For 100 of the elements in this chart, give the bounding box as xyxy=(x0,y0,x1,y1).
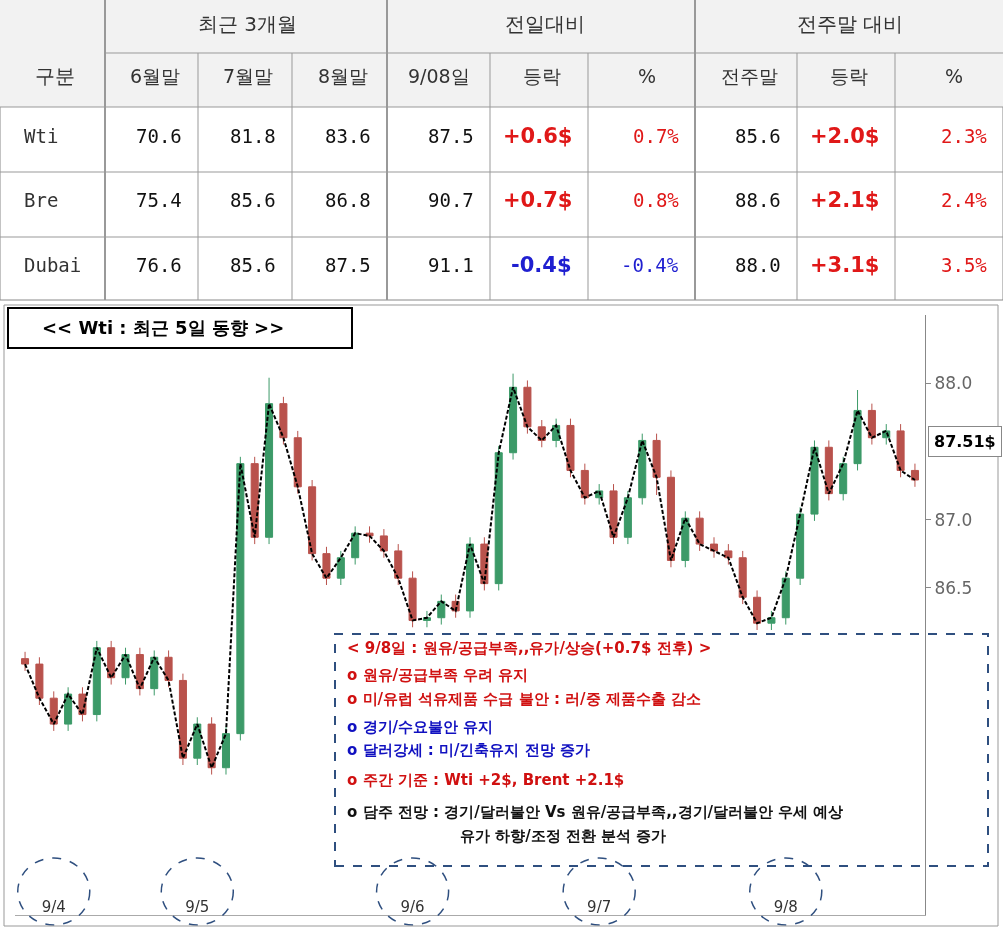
text: 87.5 xyxy=(428,125,474,147)
candlestick xyxy=(494,445,503,591)
candlestick xyxy=(379,528,388,559)
category-label: 9/08일 xyxy=(408,65,470,87)
category-label: Bre xyxy=(24,189,59,211)
annotation: o 원유/공급부족 우려 유지 xyxy=(347,666,529,684)
text: 구분 xyxy=(35,64,75,88)
text: 83.6 xyxy=(325,125,371,147)
candlestick xyxy=(207,716,216,776)
candlestick xyxy=(509,373,518,461)
candlestick xyxy=(523,379,532,435)
candlestick xyxy=(724,543,733,566)
category-label: 등락 xyxy=(830,65,868,87)
candlestick xyxy=(351,525,360,566)
candlestick xyxy=(767,610,776,631)
candlestick xyxy=(21,651,30,672)
candlestick xyxy=(265,377,274,545)
candlestick xyxy=(394,543,403,586)
text: 85.6 xyxy=(230,254,276,276)
annotation: o 담주 전망 : 경기/달러불안 Vs 원유/공급부족,,경기/달러불안 우세 예상 xyxy=(347,803,844,821)
category-label: Dubai xyxy=(24,254,82,276)
category-label: 전주말 xyxy=(721,65,778,87)
text: +0.7$ xyxy=(503,188,573,212)
text: 87.51$ xyxy=(934,432,996,451)
candlestick xyxy=(178,673,187,766)
chart-title: << Wti : 최근 5일 동향 >> xyxy=(42,317,285,338)
candlestick xyxy=(408,570,417,628)
candlestick xyxy=(193,716,202,766)
candlestick xyxy=(221,726,231,776)
text: 최근 3개월 xyxy=(198,12,298,36)
candlestick xyxy=(910,463,919,488)
text: 70.6 xyxy=(136,125,182,147)
candlestick xyxy=(92,640,101,722)
candlestick xyxy=(566,418,575,478)
text: -0.4% xyxy=(621,254,679,276)
category-label: Wti xyxy=(24,125,59,147)
candlestick xyxy=(135,647,144,696)
text: 0.7% xyxy=(633,125,679,147)
text: +2.1$ xyxy=(810,188,880,212)
y-tick-label: 88.0 xyxy=(934,373,973,394)
category-label: 7월말 xyxy=(223,65,274,87)
candlestick xyxy=(781,570,790,626)
annotation: 유가 하향/조정 전환 분석 증가 xyxy=(460,827,667,845)
category-label: % xyxy=(638,65,657,87)
candlestick xyxy=(709,536,719,559)
candlestick xyxy=(867,403,876,446)
y-tick-label: 86.5 xyxy=(934,577,973,598)
text: 전주말 대비 xyxy=(797,12,904,36)
x-tick-label: 9/4 xyxy=(41,898,66,916)
line-series xyxy=(24,386,916,769)
category-label: 6월말 xyxy=(130,65,181,87)
candlestick xyxy=(580,463,589,506)
candlestick xyxy=(49,690,58,732)
candlestick xyxy=(609,483,618,545)
text: 88.0 xyxy=(735,254,781,276)
text: 81.8 xyxy=(230,125,276,147)
y-tick-label: 87.0 xyxy=(934,509,973,530)
candlestick xyxy=(164,649,173,688)
candlestick xyxy=(236,456,245,741)
annotation: o 주간 기준 : Wti +2$, Brent +2.1$ xyxy=(347,771,625,789)
x-tick-label: 9/6 xyxy=(400,898,425,916)
text: 88.6 xyxy=(735,189,781,211)
text: +2.0$ xyxy=(810,124,880,148)
candlestick xyxy=(293,430,302,495)
text: 87.5 xyxy=(325,254,371,276)
x-tick-label: 9/8 xyxy=(773,898,798,916)
candlestick xyxy=(652,433,661,496)
candlestick xyxy=(35,656,44,706)
text: +0.6$ xyxy=(503,124,573,148)
candlestick xyxy=(796,506,805,586)
candlestick xyxy=(896,423,905,478)
annotation: o 달러강세 : 미/긴축유지 전망 증가 xyxy=(347,741,590,759)
text: +3.1$ xyxy=(810,253,880,277)
candlestick xyxy=(150,649,159,696)
candlestick xyxy=(322,546,331,586)
candlestick xyxy=(64,686,73,732)
category-label: 등락 xyxy=(523,65,561,87)
annotation: o 미/유럽 석유제품 수급 불안 : 러/중 제품수출 감소 xyxy=(347,690,702,708)
annotation: o 경기/수요불안 유지 xyxy=(347,718,494,736)
candlestick xyxy=(753,589,762,631)
candlestick xyxy=(422,610,431,628)
text: 85.6 xyxy=(230,189,276,211)
text: 85.6 xyxy=(735,125,781,147)
candlestick xyxy=(839,456,848,501)
candlestick xyxy=(666,469,675,568)
category-label: 8월말 xyxy=(318,65,369,87)
text: 3.5% xyxy=(941,254,987,276)
annotation: < 9/8일 : 원유/공급부족,,유가/상승(+0.7$ 전후) > xyxy=(347,639,712,657)
candlestick xyxy=(336,550,345,586)
text: 전일대비 xyxy=(505,12,585,36)
candlestick xyxy=(681,510,690,568)
candlestick xyxy=(824,439,833,501)
candlestick xyxy=(695,510,704,552)
text: 2.4% xyxy=(941,189,987,211)
text: 0.8% xyxy=(633,189,679,211)
candlestick xyxy=(623,490,632,545)
category-label: % xyxy=(945,65,964,87)
x-tick-label: 9/5 xyxy=(185,898,210,916)
text: 91.1 xyxy=(428,254,474,276)
candlestick xyxy=(853,389,862,471)
